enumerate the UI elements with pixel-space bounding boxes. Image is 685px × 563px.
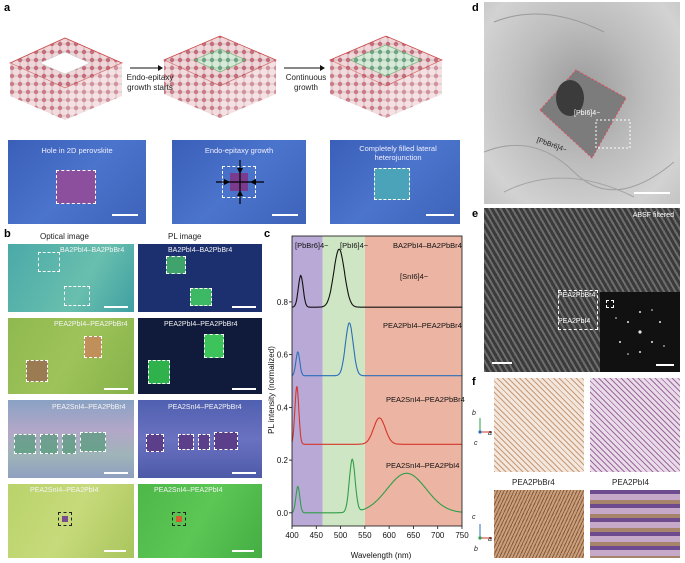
panel-label-c: c: [264, 228, 271, 240]
pl-label-3: PEA2SnI4–PEA2PbBr4: [168, 404, 242, 411]
axis-a-bottom: a: [488, 536, 492, 543]
band-label-sni6: [SnI6]4−: [400, 272, 429, 281]
series-label-3: PEA2SnI4–PEA2PbBr4: [386, 395, 465, 404]
pea2pbbr4-label: PEA2PbBr4: [512, 478, 555, 487]
panel-label-a: a: [4, 2, 11, 14]
pl-tile-1: BA2PbI4–BA2PbBr4: [138, 244, 262, 312]
crystal-pea2pbi4-side: [590, 490, 680, 558]
y-axis-label: PL intensity (normalized): [267, 346, 276, 434]
filled-caption: Completely filled lateral heterojunction: [359, 144, 437, 162]
optical-tile-2: PEA2PbI4–PEA2PbBr4: [8, 318, 134, 394]
y-tick-label-1: 0.2: [277, 456, 289, 465]
arrow-1-label: Endo-epitaxy growth starts: [126, 73, 174, 92]
absf-title: ABSF filtered: [632, 212, 674, 219]
pea2pbbr4-inset-label: PEA2PbBr4: [558, 292, 596, 299]
crystal-pea2pbbr4-side: [494, 490, 584, 558]
band-label-pbbr6: [PbBr6]4−: [295, 241, 329, 250]
arrow-2-label: Continuous growth: [285, 73, 327, 92]
pl-tile-2: PEA2PbI4–PEA2PbBr4: [138, 318, 262, 394]
panel-label-f: f: [472, 376, 476, 388]
series-line-3: [291, 458, 462, 514]
axes-indicator-bottom: [478, 524, 492, 540]
axes-indicator-top: [478, 418, 492, 434]
optical-label-2: PEA2PbI4–PEA2PbBr4: [54, 321, 128, 328]
series-line-0: [292, 248, 462, 308]
series-label-1: BA2PbI4–BA2PbBr4: [393, 241, 462, 250]
pl-label-1: BA2PbI4–BA2PbBr4: [168, 247, 233, 254]
pl-label-4: PEA2SnI4–PEA2PbI4: [154, 487, 223, 494]
hrtem-image: ABSF filtered PEA2PbBr4 PEA2PbI4: [484, 208, 680, 372]
band-label-pbi6: [PbI6]4−: [340, 241, 369, 250]
lattice-block-3: [329, 35, 443, 118]
endo-caption: Endo-epitaxy growth: [204, 146, 274, 155]
perovskite-lattice-illustrations: [9, 35, 443, 120]
endo-epitaxy-image: Endo-epitaxy growth: [172, 140, 306, 224]
band-1: [322, 236, 365, 526]
pl-spectra-chart: 400 450 500 550 600 650 700 7500.00.20.40.60.8 …: [267, 235, 469, 560]
growth-arrows: [216, 160, 264, 204]
axis-b-bottom: b: [474, 546, 478, 553]
series-line-1: [291, 322, 462, 377]
hole-image: Hole in 2D perovskite: [8, 140, 146, 224]
x-tick-label-2: 500: [334, 531, 348, 540]
pl-column-header: PL image: [168, 232, 202, 241]
series-line-2: [291, 386, 462, 445]
optical-tile-3: PEA2SnI4–PEA2PbBr4: [8, 400, 134, 478]
pea2pbi4-inset-label: PEA2PbI4: [558, 318, 591, 325]
panel-label-b: b: [4, 228, 11, 240]
optical-label-4: PEA2SnI4–PEA2PbI4: [30, 487, 99, 494]
pl-label-2: PEA2PbI4–PEA2PbBr4: [164, 321, 238, 328]
panel-label-e: e: [472, 208, 479, 220]
pl-tile-4: PEA2SnI4–PEA2PbI4: [138, 484, 262, 558]
x-tick-label-1: 450: [310, 531, 324, 540]
scale-bar: [272, 214, 298, 216]
optical-label-1: BA2PbI4–BA2PbBr4: [60, 247, 125, 254]
x-tick-label-5: 650: [407, 531, 421, 540]
axis-c-top: c: [474, 440, 478, 447]
x-tick-label-3: 550: [358, 531, 372, 540]
series-label-2: PEA2PbI4–PEA2PbBr4: [383, 321, 462, 330]
x-tick-label-0: 400: [285, 531, 299, 540]
pbi6-label: [PbI6]4−: [574, 110, 601, 117]
pl-tile-3: PEA2SnI4–PEA2PbBr4: [138, 400, 262, 478]
y-tick-label-4: 0.8: [277, 298, 289, 307]
band-0: [292, 236, 323, 526]
scale-bar: [426, 214, 454, 216]
optical-tile-4: PEA2SnI4–PEA2PbI4: [8, 484, 134, 558]
x-tick-label-4: 600: [382, 531, 396, 540]
crystal-pea2pbbr4-top: [494, 378, 584, 472]
axis-c-bottom: c: [472, 514, 476, 521]
optical-column-header: Optical image: [40, 232, 89, 241]
y-tick-label-3: 0.6: [277, 351, 289, 360]
scale-bar: [112, 214, 138, 216]
tem-image: [PbI6]4− [PbBr6]4−: [484, 2, 680, 204]
band-2: [364, 236, 462, 526]
lattice-block-2: [163, 35, 277, 118]
plot-frame: [291, 235, 463, 527]
optical-tile-1: BA2PbI4–BA2PbBr4: [8, 244, 134, 312]
y-tick-label-0: 0.0: [277, 509, 289, 518]
x-tick-label-6: 700: [431, 531, 445, 540]
pea2pbi4-label: PEA2PbI4: [612, 478, 649, 487]
hole-caption: Hole in 2D perovskite: [41, 146, 113, 155]
filled-heterojunction-image: Completely filled lateral heterojunction: [330, 140, 460, 224]
axis-b-top: b: [472, 410, 476, 417]
axis-a-top: a: [488, 430, 492, 437]
panel-label-d: d: [472, 2, 479, 14]
series-label-4: PEA2SnI4–PEA2PbI4: [386, 461, 459, 470]
optical-label-3: PEA2SnI4–PEA2PbBr4: [52, 404, 126, 411]
x-axis-label: Wavelength (nm): [351, 551, 412, 560]
crystal-pea2pbi4-top: [590, 378, 680, 472]
y-tick-label-2: 0.4: [277, 403, 289, 412]
lattice-block-1: [9, 37, 123, 120]
x-tick-label-7: 750: [455, 531, 469, 540]
